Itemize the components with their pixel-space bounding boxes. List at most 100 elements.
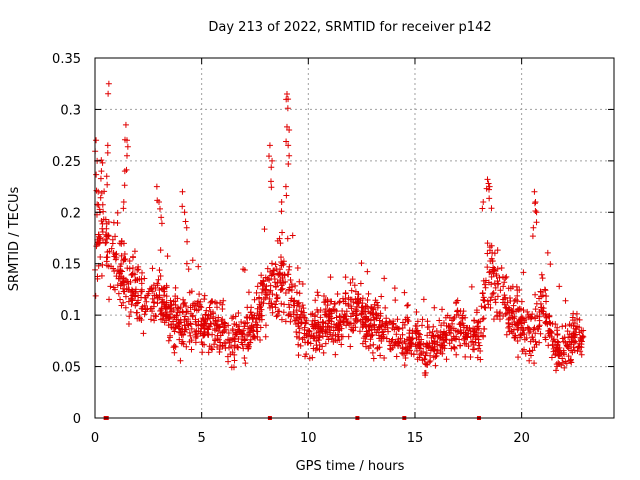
data-point xyxy=(494,313,501,320)
data-point xyxy=(454,307,461,314)
data-point xyxy=(105,80,112,87)
data-point xyxy=(502,311,509,318)
data-point xyxy=(271,267,278,274)
data-point xyxy=(121,168,128,175)
data-point xyxy=(376,335,383,342)
data-point xyxy=(320,292,327,299)
data-point xyxy=(201,320,208,327)
data-point xyxy=(472,339,479,346)
data-point xyxy=(536,295,543,302)
data-point xyxy=(345,294,352,301)
data-point xyxy=(449,320,456,327)
data-point xyxy=(127,309,134,316)
data-point xyxy=(214,322,221,329)
data-point xyxy=(240,345,247,352)
data-point xyxy=(340,313,347,320)
data-point xyxy=(342,274,349,281)
data-point xyxy=(353,318,360,325)
data-point xyxy=(368,305,375,312)
data-point xyxy=(429,328,436,335)
data-point xyxy=(178,326,185,333)
data-point xyxy=(469,346,476,353)
data-point xyxy=(161,319,168,326)
data-point xyxy=(432,333,439,340)
data-point xyxy=(404,302,411,309)
data-point xyxy=(298,319,305,326)
data-point xyxy=(161,288,168,295)
data-point xyxy=(464,324,471,331)
data-point xyxy=(115,290,122,297)
data-point xyxy=(556,283,563,290)
data-point xyxy=(531,324,538,331)
data-point xyxy=(421,356,428,363)
data-point xyxy=(553,367,560,374)
data-point xyxy=(127,289,134,296)
data-point xyxy=(452,327,459,334)
data-point xyxy=(151,317,158,324)
data-point xyxy=(479,316,486,323)
data-point xyxy=(399,319,406,326)
data-point xyxy=(268,260,275,267)
data-point xyxy=(531,188,538,195)
data-point xyxy=(572,325,579,332)
data-point xyxy=(176,309,183,316)
data-point xyxy=(571,337,578,344)
data-point xyxy=(175,316,182,323)
data-point xyxy=(101,188,108,195)
data-point xyxy=(475,336,482,343)
data-point xyxy=(428,334,435,341)
data-point xyxy=(335,333,342,340)
data-point xyxy=(487,257,494,264)
data-point xyxy=(370,355,377,362)
data-point xyxy=(502,295,509,302)
data-point xyxy=(572,331,579,338)
data-point xyxy=(529,233,536,240)
data-point xyxy=(322,298,329,305)
data-point xyxy=(402,354,409,361)
data-point xyxy=(564,328,571,335)
data-point xyxy=(231,351,238,358)
data-point xyxy=(197,303,204,310)
data-point xyxy=(232,313,239,320)
data-point xyxy=(450,315,457,322)
data-point xyxy=(374,302,381,309)
data-point xyxy=(203,307,210,314)
data-point xyxy=(98,218,105,225)
data-point xyxy=(98,157,105,164)
data-point xyxy=(566,338,573,345)
y-tick-label: 0.05 xyxy=(52,361,81,376)
data-point xyxy=(482,304,489,311)
data-point xyxy=(258,289,265,296)
data-point xyxy=(345,301,352,308)
data-point xyxy=(488,273,495,280)
data-point xyxy=(367,322,374,329)
data-point xyxy=(524,324,531,331)
data-point xyxy=(548,328,555,335)
data-point xyxy=(140,330,147,337)
data-point xyxy=(100,208,107,215)
data-point xyxy=(214,332,221,339)
data-point xyxy=(212,318,219,325)
data-point xyxy=(158,310,165,317)
data-point xyxy=(104,181,111,188)
data-point xyxy=(122,121,129,128)
data-point xyxy=(515,354,522,361)
data-point xyxy=(359,324,366,331)
data-point xyxy=(315,292,322,299)
data-point xyxy=(443,336,450,343)
data-point xyxy=(251,296,258,303)
data-point xyxy=(486,269,493,276)
data-point xyxy=(300,305,307,312)
data-point xyxy=(371,301,378,308)
data-point xyxy=(492,296,499,303)
data-point xyxy=(347,313,354,320)
data-point xyxy=(311,333,318,340)
data-point xyxy=(198,304,205,311)
data-point xyxy=(250,333,257,340)
data-point xyxy=(526,357,533,364)
data-point xyxy=(283,192,290,199)
data-point xyxy=(118,252,125,259)
data-point xyxy=(114,209,121,216)
data-point xyxy=(102,216,109,223)
